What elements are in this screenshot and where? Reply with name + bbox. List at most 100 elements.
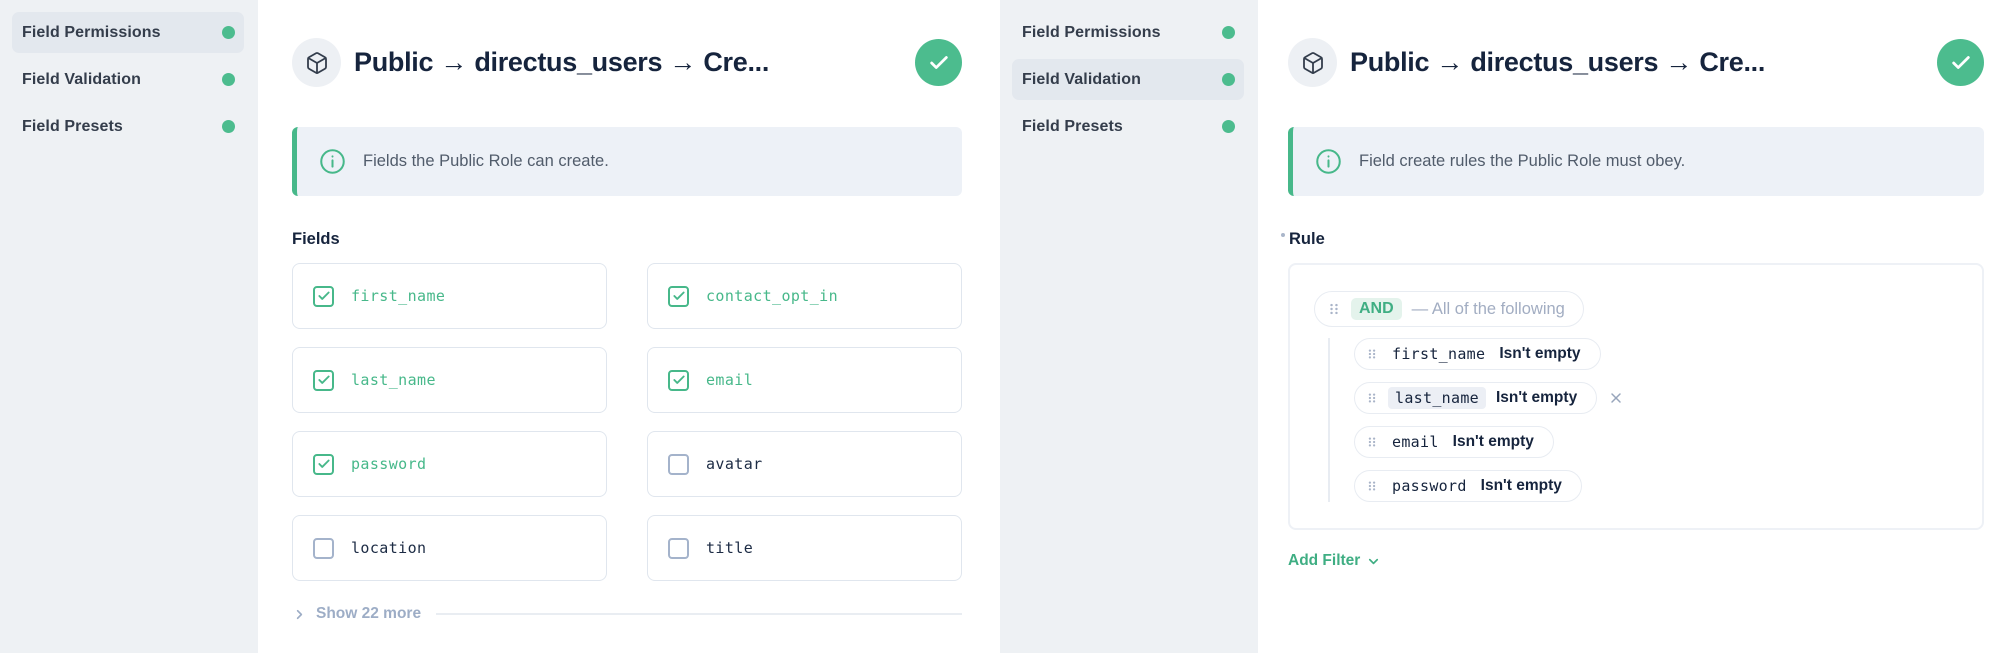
page-title: Public → directus_users → Cre... — [1350, 47, 1766, 77]
page-title: Public → directus_users → Cre... — [354, 47, 770, 77]
sidebar-item-label: Field Presets — [22, 117, 123, 135]
filter-rule-password: password Isn't empty — [1354, 470, 1582, 502]
rule-section-label: Rule — [1281, 230, 1984, 250]
field-name: contact_opt_in — [706, 287, 839, 305]
checkbox-checked-icon — [313, 369, 334, 391]
drag-handle-icon[interactable] — [1366, 436, 1378, 448]
rule-field-name[interactable]: password — [1392, 477, 1467, 495]
info-icon — [1316, 149, 1341, 174]
group-description: — All of the following — [1411, 299, 1565, 318]
chevron-down-icon — [1369, 558, 1379, 564]
rule-field-name[interactable]: first_name — [1392, 345, 1486, 363]
filter-rule-pill[interactable]: password Isn't empty — [1354, 470, 1582, 502]
field-checkbox-avatar[interactable]: avatar — [647, 431, 962, 497]
field-validation-panel: Field Permissions Field Validation Field… — [1000, 0, 2000, 665]
sidebar-item-label: Field Validation — [22, 70, 141, 88]
status-dot-icon — [1222, 26, 1235, 39]
filter-rule-last_name: last_name Isn't empty — [1354, 382, 1624, 414]
status-dot-icon — [1222, 73, 1235, 86]
info-banner-text: Field create rules the Public Role must … — [1359, 152, 1686, 170]
divider-line — [436, 613, 962, 615]
sidebar-item-field-validation[interactable]: Field Validation — [1012, 59, 1244, 100]
field-name: avatar — [706, 455, 763, 473]
chevron-right-icon — [296, 609, 303, 619]
sidebar-item-label: Field Validation — [1022, 70, 1141, 88]
field-checkbox-contact_opt_in[interactable]: contact_opt_in — [647, 263, 962, 329]
drag-handle-icon[interactable] — [1366, 392, 1378, 404]
field-permissions-panel: Field Permissions Field Validation Field… — [0, 0, 1000, 665]
info-banner-text: Fields the Public Role can create. — [363, 152, 609, 170]
sidebar-item-field-permissions[interactable]: Field Permissions — [1012, 12, 1244, 53]
rule-condition[interactable]: Isn't empty — [1499, 345, 1581, 362]
field-name: last_name — [351, 371, 436, 389]
rule-field-name[interactable]: email — [1392, 433, 1439, 451]
group-operator[interactable]: AND — [1351, 298, 1402, 320]
checkbox-unchecked-icon — [313, 537, 334, 559]
remove-rule-button[interactable] — [1608, 390, 1624, 406]
fields-label-text: Fields — [292, 230, 340, 248]
sidebar-item-field-presets[interactable]: Field Presets — [12, 106, 244, 147]
sidebar-item-label: Field Permissions — [22, 23, 161, 41]
info-banner: Field create rules the Public Role must … — [1288, 127, 1984, 196]
sidebar-item-field-permissions[interactable]: Field Permissions — [12, 12, 244, 53]
sidebar-item-field-presets[interactable]: Field Presets — [1012, 106, 1244, 147]
sections-sidebar: Field Permissions Field Validation Field… — [1000, 0, 1258, 653]
show-more-label: Show 22 more — [316, 605, 422, 622]
filter-rule-pill[interactable]: email Isn't empty — [1354, 426, 1554, 458]
drag-handle-icon[interactable] — [1366, 480, 1378, 492]
fields-section-label: Fields — [292, 230, 962, 250]
rule-condition[interactable]: Isn't empty — [1495, 389, 1578, 406]
sidebar-item-label: Field Presets — [1022, 117, 1123, 135]
rule-condition[interactable]: Isn't empty — [1480, 477, 1562, 494]
checkbox-unchecked-icon — [668, 453, 689, 475]
field-checkbox-title[interactable]: title — [647, 515, 962, 581]
status-dot-icon — [222, 73, 235, 86]
checkbox-checked-icon — [313, 453, 334, 475]
sections-sidebar: Field Permissions Field Validation Field… — [0, 0, 258, 653]
rule-condition[interactable]: Isn't empty — [1452, 433, 1534, 450]
panel-content: Public → directus_users → Cre... Field c… — [1258, 0, 2000, 665]
fields-grid: first_name contact_opt_in last_name emai… — [292, 263, 962, 581]
required-dot-icon — [1281, 233, 1285, 237]
filter-rule-pill[interactable]: first_name Isn't empty — [1354, 338, 1601, 370]
filter-builder: AND — All of the following first_name Is… — [1288, 263, 1984, 530]
close-icon — [1611, 393, 1621, 403]
drag-handle-icon[interactable] — [1327, 302, 1341, 316]
field-checkbox-last_name[interactable]: last_name — [292, 347, 607, 413]
field-checkbox-location[interactable]: location — [292, 515, 607, 581]
checkbox-checked-icon — [668, 369, 689, 391]
info-icon — [320, 149, 345, 174]
checkbox-checked-icon — [668, 285, 689, 307]
field-name: location — [351, 539, 427, 557]
done-check-button[interactable] — [1937, 39, 1984, 86]
status-dot-icon — [1222, 120, 1235, 133]
rule-field-name[interactable]: last_name — [1388, 387, 1486, 409]
filter-rule-first_name: first_name Isn't empty — [1354, 338, 1601, 370]
box-icon — [1288, 38, 1337, 87]
done-check-button[interactable] — [915, 39, 962, 86]
field-checkbox-first_name[interactable]: first_name — [292, 263, 607, 329]
drawer-header: Public → directus_users → Cre... — [292, 38, 962, 87]
filter-rule-email: email Isn't empty — [1354, 426, 1554, 458]
show-more-toggle[interactable]: Show 22 more — [292, 605, 962, 623]
status-dot-icon — [222, 120, 235, 133]
drawer-header: Public → directus_users → Cre... — [1288, 38, 1984, 87]
rule-label-text: Rule — [1289, 230, 1325, 248]
info-banner: Fields the Public Role can create. — [292, 127, 962, 196]
field-checkbox-email[interactable]: email — [647, 347, 962, 413]
add-filter-label: Add Filter — [1288, 552, 1361, 569]
status-dot-icon — [222, 26, 235, 39]
panel-content: Public → directus_users → Cre... Fields … — [258, 0, 1000, 665]
add-filter-button[interactable]: Add Filter — [1288, 552, 1381, 570]
sidebar-item-label: Field Permissions — [1022, 23, 1161, 41]
field-name: password — [351, 455, 427, 473]
field-name: title — [706, 539, 754, 557]
checkbox-checked-icon — [313, 285, 334, 307]
drag-handle-icon[interactable] — [1366, 348, 1378, 360]
filter-rule-pill[interactable]: last_name Isn't empty — [1354, 382, 1598, 414]
checkbox-unchecked-icon — [668, 537, 689, 559]
sidebar-item-field-validation[interactable]: Field Validation — [12, 59, 244, 100]
field-checkbox-password[interactable]: password — [292, 431, 607, 497]
filter-group-and[interactable]: AND — All of the following — [1314, 291, 1584, 327]
